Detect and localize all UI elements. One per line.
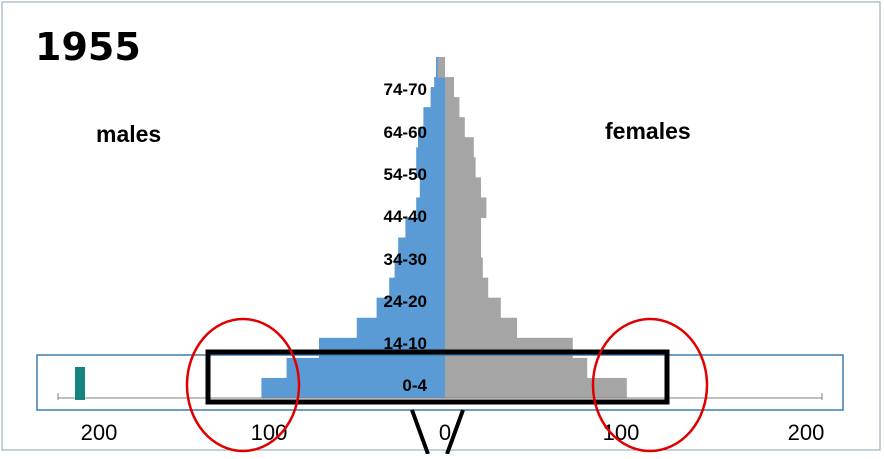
bar-males — [416, 147, 445, 158]
bar-females — [445, 117, 465, 128]
bar-females — [445, 137, 474, 148]
bar-males — [430, 97, 445, 108]
age-label: 0-4 — [402, 376, 427, 395]
bar-males — [434, 77, 445, 88]
bar-females — [437, 57, 445, 68]
bar-males — [418, 137, 445, 148]
bar-males — [356, 327, 445, 339]
bar-females — [445, 367, 588, 379]
age-label: 24-20 — [384, 292, 427, 311]
bar-females — [445, 97, 460, 108]
callout-line-left — [410, 409, 430, 455]
bar-males — [423, 107, 445, 118]
highlight-circle-males — [185, 317, 301, 453]
bar-females — [445, 247, 481, 259]
bar-males — [376, 297, 445, 309]
bar-females — [445, 177, 481, 188]
bar-males — [418, 127, 445, 138]
bar-females — [445, 327, 517, 339]
bar-males — [394, 257, 445, 269]
x-tick-label: 200 — [81, 420, 118, 445]
females-label: females — [605, 118, 691, 144]
x-tick-label: 200 — [788, 420, 825, 445]
bar-females — [445, 227, 481, 239]
bar-males — [261, 377, 445, 389]
bar-females — [445, 127, 465, 138]
bar-males — [405, 217, 445, 229]
bar-males — [319, 337, 445, 349]
bar-females — [445, 357, 588, 369]
bar-females — [445, 307, 501, 319]
bar-females — [445, 297, 501, 309]
bar-females — [445, 77, 454, 88]
inset-scroll-marker — [75, 367, 85, 400]
inset-frame — [36, 354, 844, 411]
age-label: 54-50 — [384, 165, 427, 184]
bar-females — [445, 107, 460, 118]
bar-males — [419, 187, 445, 199]
bar-females — [445, 267, 483, 279]
bar-males — [398, 237, 445, 249]
bar-females — [445, 337, 573, 349]
bar-males — [405, 227, 445, 239]
callout-line-right — [445, 409, 465, 455]
bar-males — [416, 167, 445, 178]
bar-males — [416, 197, 445, 209]
bar-females — [445, 197, 487, 209]
bar-females — [445, 287, 489, 299]
age-label: 74-70 — [384, 80, 427, 99]
bar-males — [419, 177, 445, 188]
bar-males — [416, 207, 445, 219]
highlight-box — [205, 349, 670, 405]
bar-males — [423, 117, 445, 128]
bar-females — [445, 317, 517, 329]
bar-females — [437, 67, 445, 78]
bar-males — [389, 277, 445, 289]
age-label: 64-60 — [384, 123, 427, 142]
males-label: males — [96, 121, 161, 147]
bar-males — [389, 287, 445, 299]
bar-males — [356, 317, 445, 329]
bar-females — [445, 157, 476, 168]
bar-females — [445, 277, 489, 289]
bar-males — [376, 307, 445, 319]
bar-females — [445, 147, 474, 158]
bar-females — [445, 377, 627, 389]
age-label: 44-40 — [384, 207, 427, 226]
bar-females — [445, 257, 483, 269]
x-tick-label: 0 — [439, 420, 451, 445]
bar-females — [445, 217, 481, 229]
age-label: 34-30 — [384, 250, 427, 269]
age-labels: 74-70 64-60 54-50 44-40 34-30 24-20 14-10 0-4 — [384, 80, 428, 395]
bar-males — [398, 247, 445, 259]
chart-title: 1955 — [35, 25, 141, 69]
bar-males — [430, 87, 445, 98]
bar-males — [394, 267, 445, 279]
bar-females — [445, 187, 481, 199]
bar-males — [261, 387, 445, 399]
highlight-circle-females — [591, 317, 709, 453]
bars-group — [261, 57, 627, 399]
bar-females — [445, 167, 476, 178]
bar-females — [445, 207, 487, 219]
age-label: 14-10 — [384, 334, 427, 353]
bar-males — [416, 157, 445, 168]
bar-females — [445, 237, 481, 249]
bar-females — [445, 87, 454, 98]
bar-males — [286, 367, 445, 379]
bar-males — [286, 357, 445, 369]
bar-females — [445, 387, 627, 399]
